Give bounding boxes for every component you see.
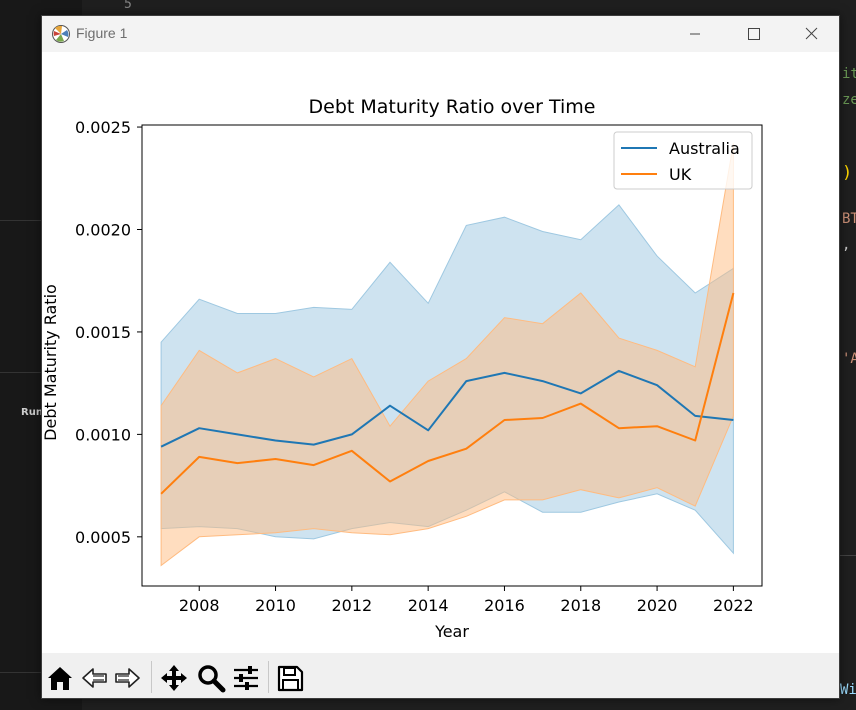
confidence-band-uk [160, 143, 734, 567]
minimize-icon [690, 33, 700, 35]
chart-title: Debt Maturity Ratio over Time [309, 96, 596, 118]
maximize-icon [748, 28, 760, 40]
x-tick-label: 2022 [713, 596, 754, 615]
y-tick-label: 0.0025 [75, 118, 131, 137]
axes-frame [141, 124, 763, 587]
maximize-button[interactable] [724, 16, 782, 52]
home-icon [48, 667, 72, 690]
figure-canvas[interactable]: 2008 2010 2012 2014 2016 2018 2020 2022 0.0005 0… [42, 52, 839, 653]
x-tick-label: 2020 [637, 596, 678, 615]
configure-subplots-icon [234, 666, 258, 690]
x-tick-label: 2016 [484, 596, 525, 615]
pan-icon [161, 665, 187, 691]
code-fragment: ) [842, 163, 853, 183]
x-axis-label: Year [434, 622, 469, 641]
run-label[interactable]: Run [21, 407, 43, 418]
window-title: Figure 1 [76, 25, 128, 41]
line-number: 5 [124, 0, 132, 12]
back-icon [82, 668, 107, 688]
save-icon [277, 665, 304, 692]
y-tick-label: 0.0005 [75, 528, 131, 547]
forward-icon [115, 668, 140, 688]
code-fragment: it [842, 66, 856, 82]
navigation-toolbar [42, 653, 839, 698]
forward-button[interactable] [112, 663, 142, 693]
x-tick-label: 2008 [179, 596, 220, 615]
home-button[interactable] [45, 663, 75, 693]
line-chart: 2008 2010 2012 2014 2016 2018 2020 2022 0.0005 0… [42, 96, 763, 641]
y-axis-label: Debt Maturity Ratio [42, 284, 60, 441]
legend-label-australia: Australia [669, 139, 740, 158]
configure-subplots-button[interactable] [231, 663, 261, 693]
figure-window: Figure 1 2008 2010 2012 2014 2016 2018 2020 202… [41, 15, 840, 699]
matplotlib-app-icon [51, 24, 71, 44]
x-tick-label: 2018 [560, 596, 601, 615]
save-button[interactable] [275, 663, 305, 693]
zoom-button[interactable] [196, 663, 226, 693]
y-tick-label: 0.0010 [75, 425, 131, 444]
pan-button[interactable] [159, 663, 189, 693]
code-fragment: 'A [842, 351, 856, 367]
y-tick-label: 0.0015 [75, 323, 131, 342]
series-line-australia [160, 369, 734, 448]
x-tick-label: 2014 [408, 596, 449, 615]
code-fragment: BT [842, 211, 856, 227]
zoom-icon [198, 665, 226, 693]
code-fragment: ze [842, 92, 856, 108]
series-line-uk [160, 292, 735, 495]
title-bar[interactable]: Figure 1 [42, 16, 839, 52]
toolbar-separator [151, 661, 152, 693]
x-tick-label: 2012 [331, 596, 372, 615]
back-button[interactable] [80, 663, 110, 693]
x-tick-label: 2010 [255, 596, 296, 615]
legend: Australia UK [613, 131, 753, 190]
close-icon [805, 27, 818, 40]
minimize-button[interactable] [666, 16, 724, 52]
legend-label-uk: UK [669, 165, 692, 184]
code-fragment: , [842, 237, 851, 253]
toolbar-separator [268, 661, 269, 693]
code-fragment: Wi [840, 682, 856, 698]
close-button[interactable] [782, 16, 839, 52]
editor-divider [840, 555, 856, 556]
y-tick-label: 0.0020 [75, 220, 131, 239]
